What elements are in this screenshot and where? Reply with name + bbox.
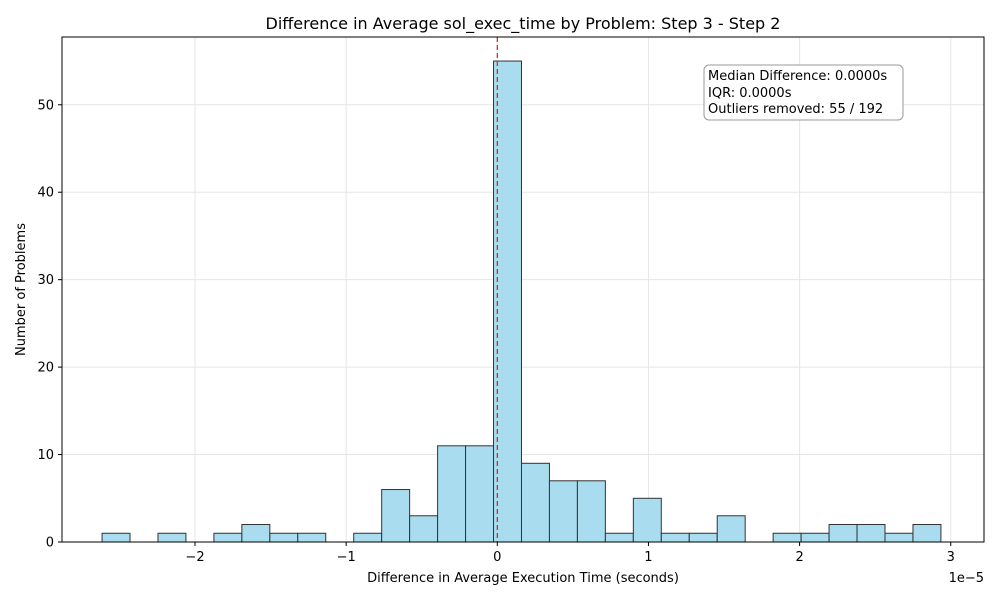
histogram-bar	[604, 532, 634, 543]
plot-frame	[61, 36, 985, 543]
stats-annotation-box	[703, 64, 904, 121]
histogram-bar	[409, 515, 439, 543]
stats-median: Median Difference: 0.0000s	[708, 69, 887, 84]
x-tick-label: 3	[947, 550, 955, 565]
x-axis-offset-label: 1e−5	[949, 571, 984, 586]
y-tick-label: 50	[37, 98, 54, 113]
histogram-bar	[465, 445, 495, 543]
y-tick-label: 30	[37, 273, 54, 288]
histogram-bar	[101, 532, 131, 543]
histogram-bar	[576, 480, 606, 543]
histogram-bar	[548, 480, 578, 543]
x-tick-label: 1	[644, 550, 652, 565]
histogram-bar	[828, 524, 858, 543]
histogram-bar	[856, 524, 886, 543]
histogram-bar	[297, 532, 327, 543]
y-tick-label: 20	[37, 361, 54, 376]
y-axis-ticks: 0 10 20 30 40 50	[37, 98, 62, 551]
stats-outliers: Outliers removed: 55 / 192	[708, 102, 883, 117]
histogram-bar	[632, 497, 662, 543]
y-axis-label: Number of Problems	[14, 223, 29, 356]
y-tick-label: 40	[37, 186, 54, 201]
stats-iqr: IQR: 0.0000s	[708, 86, 792, 101]
histogram-bar	[213, 532, 243, 543]
x-axis-ticks: −2 −1 0 1 2 3	[185, 542, 955, 565]
histogram-bar	[381, 489, 411, 543]
x-tick-label: −1	[337, 550, 356, 565]
histogram-bar	[688, 532, 718, 543]
histogram-bar	[241, 524, 271, 543]
histogram-bar	[716, 515, 746, 543]
y-tick-label: 0	[46, 536, 54, 551]
histogram-bar	[660, 532, 690, 543]
x-axis-label: Difference in Average Execution Time (se…	[367, 571, 679, 586]
y-tick-label: 10	[37, 448, 54, 463]
plot-area	[62, 37, 984, 542]
histogram-bar	[437, 445, 467, 543]
histogram-bar	[493, 60, 522, 543]
histogram-bar	[884, 532, 914, 543]
x-tick-label: −2	[185, 550, 204, 565]
histogram-bar	[353, 532, 383, 543]
histogram-bars	[101, 60, 942, 543]
x-tick-label: 2	[795, 550, 803, 565]
histogram-bar	[772, 532, 802, 543]
histogram-bar	[912, 524, 942, 543]
x-tick-label: 0	[493, 550, 501, 565]
histogram-bar	[520, 462, 550, 543]
stats-annotation: Median Difference: 0.0000s IQR: 0.0000s …	[703, 64, 904, 121]
histogram-bar	[800, 532, 830, 543]
histogram-bar	[157, 532, 187, 543]
chart-title: Difference in Average sol_exec_time by P…	[266, 14, 781, 34]
histogram-bar	[269, 532, 299, 543]
